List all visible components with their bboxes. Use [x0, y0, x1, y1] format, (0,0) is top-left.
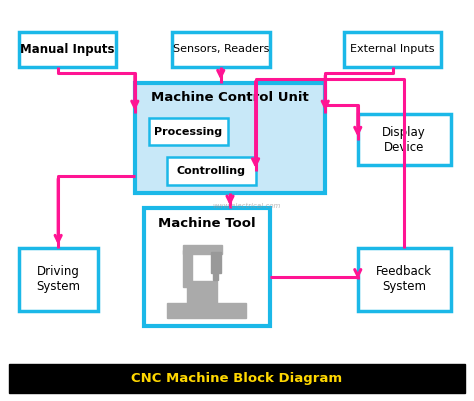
FancyBboxPatch shape [358, 248, 451, 310]
Text: Machine Tool: Machine Tool [158, 217, 255, 230]
Text: CNC Machine Block Diagram: CNC Machine Block Diagram [131, 372, 343, 385]
FancyBboxPatch shape [135, 83, 325, 192]
Text: Driving
System: Driving System [36, 265, 80, 293]
FancyBboxPatch shape [149, 118, 228, 146]
FancyBboxPatch shape [358, 114, 451, 165]
Bar [187, 281, 218, 303]
Bar [210, 251, 221, 273]
Text: External Inputs: External Inputs [350, 44, 435, 54]
FancyBboxPatch shape [144, 209, 270, 326]
FancyBboxPatch shape [172, 32, 270, 67]
Bar [167, 303, 246, 318]
Bar [213, 272, 218, 280]
Text: Controlling: Controlling [177, 166, 246, 176]
FancyBboxPatch shape [167, 157, 255, 185]
Bar [182, 245, 222, 253]
Text: Feedback
System: Feedback System [376, 265, 432, 293]
Text: Display
Device: Display Device [383, 126, 426, 154]
Bar [182, 249, 192, 287]
Text: Machine Control Unit: Machine Control Unit [151, 91, 309, 104]
Text: Sensors, Readers: Sensors, Readers [173, 44, 269, 54]
Text: Processing: Processing [154, 127, 222, 137]
FancyBboxPatch shape [18, 248, 98, 310]
Text: www.electrical.com: www.electrical.com [212, 203, 281, 209]
Text: Manual Inputs: Manual Inputs [20, 43, 115, 56]
FancyBboxPatch shape [344, 32, 441, 67]
Bar [9, 364, 465, 393]
FancyBboxPatch shape [18, 32, 116, 67]
